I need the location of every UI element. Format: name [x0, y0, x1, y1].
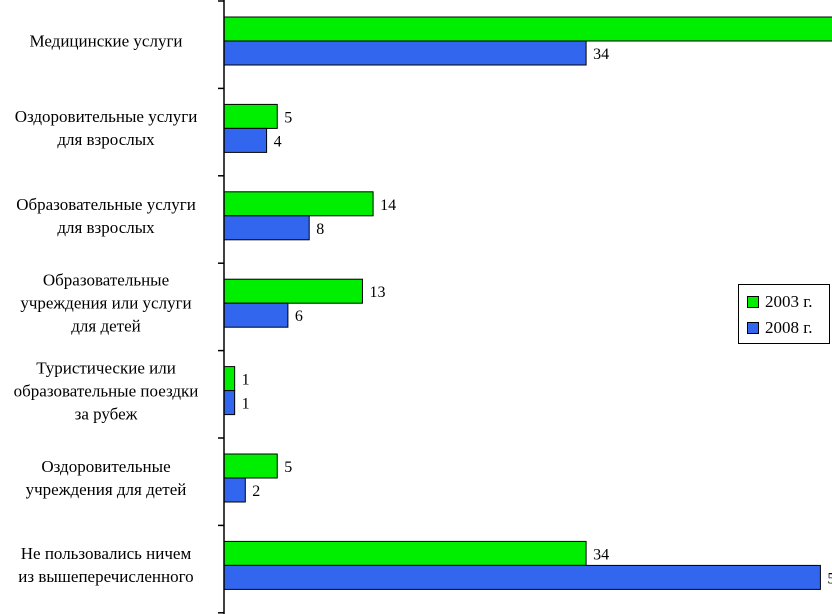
bar-2003	[223, 366, 236, 392]
category-label-line: учреждения или услуги	[20, 293, 192, 313]
data-label: 8	[316, 221, 324, 238]
bar-2008	[223, 127, 268, 153]
bar-2008	[223, 390, 236, 416]
category-label-line: для взрослых	[57, 130, 155, 150]
category-label-line: учреждения для детей	[25, 480, 187, 499]
data-label: 1	[242, 372, 250, 389]
data-label: 34	[593, 546, 609, 563]
category-label-line: Оздоровительные услуги	[14, 107, 198, 127]
bar-2008	[223, 302, 289, 328]
category-label-line: Туристические или	[36, 358, 176, 378]
legend-swatch-2008	[747, 322, 759, 334]
category-label-line: образовательные поездки	[13, 381, 199, 401]
data-label: 56	[827, 570, 832, 587]
legend: 2003 г. 2008 г.	[738, 284, 830, 344]
category-label: Оздоровительные учреждения для детей	[0, 455, 212, 501]
category-label: Туристические или образовательные поездки…	[0, 356, 212, 425]
data-label: 13	[369, 284, 385, 301]
legend-swatch-2003	[747, 296, 759, 308]
category-label-line: из вышеперечисленного	[18, 567, 194, 587]
legend-label-2003: 2003 г.	[765, 292, 813, 311]
bar-2003	[223, 103, 278, 129]
data-label: 5	[284, 459, 292, 476]
bar-2008	[223, 564, 821, 590]
category-label: Оздоровительные услуги для взрослых	[0, 105, 212, 151]
category-label: Не пользовались ничем из вышеперечисленно…	[0, 542, 212, 588]
bar-2008	[223, 40, 587, 66]
category-label-line: Образовательные	[42, 270, 170, 290]
category-label-line: Медицинские услуги	[29, 31, 183, 51]
category-label-line: для взрослых	[57, 217, 155, 237]
data-label: 5	[284, 109, 292, 126]
bar-2003	[223, 278, 363, 304]
bar-2003	[223, 540, 587, 566]
bar-2003	[223, 191, 374, 217]
data-label: 6	[295, 308, 303, 325]
data-label: 2	[252, 483, 260, 500]
data-label: 14	[380, 197, 396, 214]
data-label: 1	[242, 396, 250, 413]
category-label: Образовательные услуги для взрослых	[0, 193, 212, 239]
data-label: 4	[274, 133, 282, 150]
bar-2008	[223, 477, 246, 503]
bar-2003	[223, 453, 278, 479]
category-label-line: для детей	[71, 316, 141, 336]
category-label-line: Образовательные услуги	[16, 194, 196, 214]
legend-item-2003: 2003 г.	[747, 291, 813, 313]
legend-label-2008: 2008 г.	[765, 318, 813, 337]
category-label: Медицинские услуги	[0, 30, 212, 53]
category-label-line: Оздоровительные	[41, 457, 171, 476]
bar-2008	[223, 215, 310, 241]
legend-item-2008: 2008 г.	[747, 317, 813, 339]
category-label-line: Не пользовались ничем	[20, 544, 192, 564]
data-label: 34	[593, 46, 609, 63]
category-label-line: за рубеж	[74, 404, 138, 424]
bar-2003	[223, 16, 832, 42]
category-label: Образовательные учреждения или услуги для …	[0, 269, 212, 338]
